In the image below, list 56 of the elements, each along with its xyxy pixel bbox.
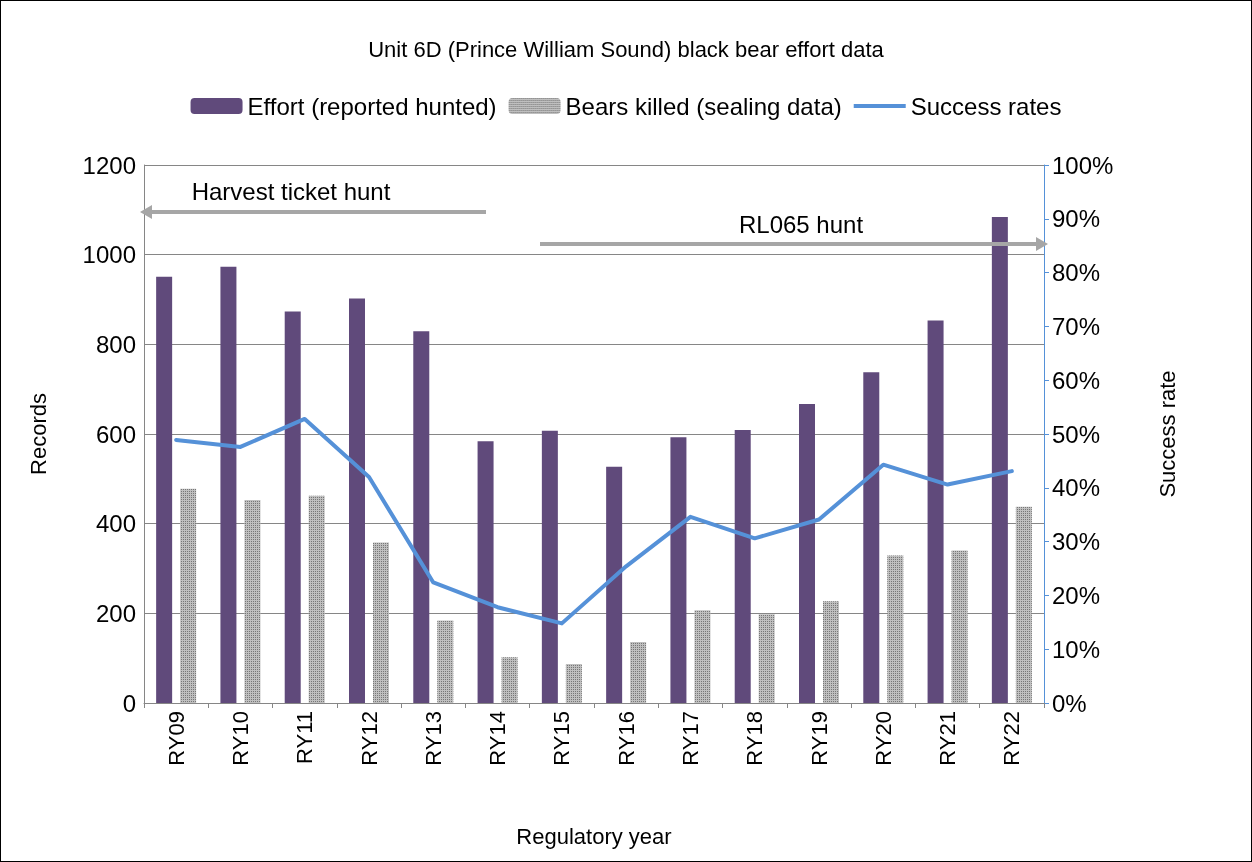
y2-tick-label: 40% (1052, 474, 1101, 502)
y2-tick-label: 70% (1052, 312, 1101, 340)
x-tick-label: RY20 (870, 711, 896, 766)
bar (606, 466, 623, 703)
y2-tick-label: 50% (1052, 420, 1101, 448)
x-tick-label: RY12 (356, 711, 382, 766)
x-tick-label: RY11 (292, 711, 318, 765)
y2-tick-label: 10% (1052, 635, 1101, 663)
y-tick-label: 0 (122, 689, 136, 717)
legend-label: Bears killed (sealing data) (565, 92, 842, 120)
y2-axis-title: Success rate (1154, 370, 1180, 498)
y-tick-label: 400 (95, 510, 136, 538)
y2-tick-label: 0% (1052, 689, 1087, 717)
x-tick-label: RY15 (549, 711, 575, 766)
bar (541, 430, 558, 703)
bar (670, 437, 687, 703)
y2-tick-label: 60% (1052, 366, 1101, 394)
bar (927, 320, 944, 703)
legend-label: Effort (reported hunted) (247, 92, 497, 120)
x-tick-label: RY18 (742, 711, 768, 766)
x-tick-label: RY21 (935, 711, 961, 766)
bar (413, 331, 430, 703)
y2-tick-label: 90% (1052, 205, 1101, 233)
bar (156, 276, 173, 703)
chart-title: Unit 6D (Prince William Sound) black bear effort data (368, 36, 885, 62)
bar (284, 311, 301, 703)
bar (734, 429, 751, 703)
x-tick-label: RY17 (677, 711, 703, 766)
bar (477, 441, 494, 703)
annotation: RL065 hunt (738, 210, 864, 238)
x-tick-label: RY16 (613, 711, 639, 766)
annotation: Harvest ticket hunt (191, 177, 391, 205)
x-tick-label: RY19 (806, 711, 832, 766)
line-series (174, 416, 1014, 626)
y-tick-label: 800 (95, 330, 136, 358)
x-axis-title: Regulatory year (516, 823, 672, 849)
bar (863, 372, 880, 703)
y-tick-label: 200 (95, 599, 136, 627)
bar (799, 403, 815, 703)
legend-label: Success rates (910, 92, 1062, 120)
y-tick-label: 1000 (82, 241, 136, 269)
y-axis-title: Records (25, 393, 51, 475)
bar (349, 298, 365, 703)
bar (220, 266, 237, 703)
x-tick-label: RY14 (485, 711, 511, 766)
x-tick-label: RY22 (999, 711, 1025, 766)
y-tick-label: 600 (95, 420, 136, 448)
x-tick-label: RY09 (163, 711, 189, 766)
x-tick-label: RY10 (227, 711, 253, 766)
y2-tick-label: 80% (1052, 259, 1101, 287)
bar (991, 217, 1008, 703)
y2-tick-label: 20% (1052, 581, 1101, 609)
x-tick-label: RY13 (420, 711, 446, 766)
y2-tick-label: 30% (1052, 528, 1101, 556)
y2-tick-label: 100% (1052, 151, 1114, 179)
y-tick-label: 1200 (82, 151, 136, 179)
